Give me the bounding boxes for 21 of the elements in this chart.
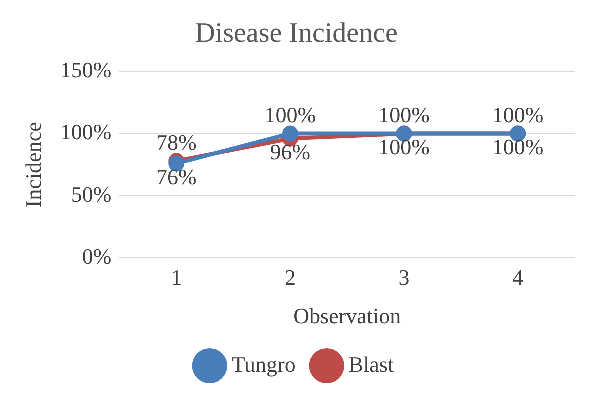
y-tick-label: 0%: [82, 244, 112, 269]
x-tick-label: 2: [284, 265, 296, 290]
x-tick-label: 1: [171, 265, 182, 290]
legend-label: Tungro: [232, 352, 296, 377]
data-label: 96%: [270, 140, 311, 165]
y-tick-label: 50%: [71, 182, 112, 207]
data-label: 76%: [156, 164, 197, 190]
data-label: 100%: [492, 102, 544, 128]
x-axis-title: Observation: [294, 304, 402, 329]
chart-title: Disease Incidence: [195, 18, 398, 50]
x-tick-label: 3: [398, 265, 410, 290]
data-label: 100%: [378, 102, 430, 128]
legend-label: Blast: [348, 352, 394, 377]
data-label: 100%: [492, 134, 544, 160]
x-tick-label: 4: [512, 265, 524, 290]
y-tick-label: 150%: [60, 57, 112, 82]
y-tick-label: 100%: [60, 120, 112, 145]
data-label: 100%: [264, 102, 316, 128]
data-label: 78%: [156, 130, 197, 155]
y-axis-title: Incidence: [20, 122, 46, 208]
data-label: 100%: [378, 134, 430, 160]
